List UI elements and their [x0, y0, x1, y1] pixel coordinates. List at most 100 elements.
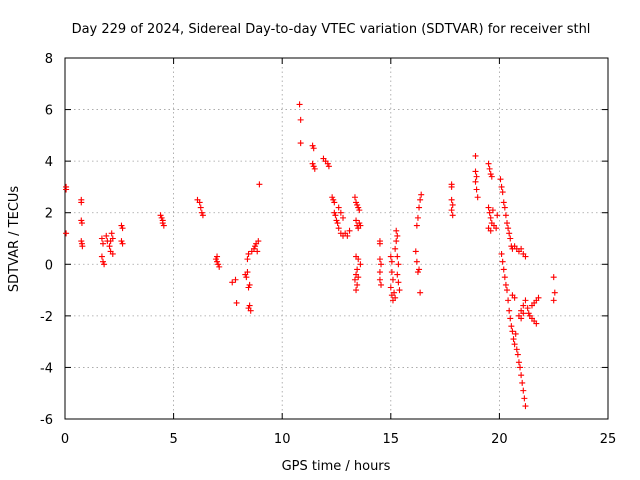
data-point [486, 209, 493, 216]
data-point [101, 261, 108, 268]
data-point [551, 289, 558, 296]
data-point [355, 256, 362, 263]
y-tick-label: 8 [45, 52, 53, 67]
y-tick-label: 4 [45, 155, 53, 170]
data-point [387, 253, 394, 260]
x-tick-label: 0 [61, 432, 69, 447]
data-point [550, 274, 557, 281]
data-point [250, 245, 257, 252]
data-point [502, 281, 509, 288]
data-point [388, 258, 395, 265]
data-point [414, 269, 421, 276]
data-point [100, 240, 107, 247]
data-point [501, 204, 508, 211]
data-point [245, 284, 252, 291]
data-point [214, 253, 221, 260]
data-point [513, 346, 520, 353]
data-point [388, 269, 395, 276]
data-point [522, 403, 529, 410]
data-point [244, 256, 251, 263]
y-tick-label: 2 [45, 207, 53, 222]
data-point [214, 258, 221, 265]
data-point [353, 287, 360, 294]
data-point [514, 351, 521, 358]
data-point [309, 142, 316, 149]
data-point [103, 232, 110, 239]
data-point [518, 315, 525, 322]
data-point [199, 212, 206, 219]
data-point [448, 196, 455, 203]
data-point [351, 276, 358, 283]
data-point [297, 116, 304, 123]
data-point [376, 276, 383, 283]
data-point [197, 204, 204, 211]
data-point [505, 297, 512, 304]
data-point [118, 222, 125, 229]
data-point [333, 217, 340, 224]
data-point [389, 276, 396, 283]
data-point [79, 243, 86, 250]
data-point [108, 230, 115, 237]
data-point [335, 204, 342, 211]
data-point [506, 307, 513, 314]
y-tick-labels: -6 -4 -2 0 2 4 6 8 [40, 52, 53, 428]
data-point [78, 220, 85, 227]
data-point [340, 214, 347, 221]
data-point [332, 212, 339, 219]
data-point [118, 238, 125, 245]
data-point [119, 240, 126, 247]
data-point [331, 209, 338, 216]
data-point [78, 217, 85, 224]
data-point [493, 225, 500, 232]
data-point [376, 256, 383, 263]
data-point [255, 238, 262, 245]
data-point [244, 269, 251, 276]
data-point [473, 186, 480, 193]
data-point [512, 330, 519, 337]
data-point [331, 199, 338, 206]
data-point [355, 204, 362, 211]
data-point [344, 232, 351, 239]
data-point [449, 212, 456, 219]
data-point [500, 199, 507, 206]
data-point [393, 238, 400, 245]
data-point [98, 235, 105, 242]
data-point [309, 160, 316, 167]
data-point [160, 222, 167, 229]
data-point [487, 227, 494, 234]
data-point [109, 250, 116, 257]
data-point [500, 266, 507, 273]
data-point [387, 284, 394, 291]
data-point [391, 289, 398, 296]
data-point [346, 227, 353, 234]
x-tick-label: 15 [383, 432, 400, 447]
data-point [356, 207, 363, 214]
grid-lines [65, 58, 608, 419]
data-point [310, 163, 317, 170]
data-point [396, 287, 403, 294]
plot-frame [64, 57, 609, 420]
y-tick-label: 0 [45, 258, 53, 273]
data-point [63, 186, 70, 193]
data-point [378, 261, 385, 268]
data-point [216, 263, 223, 270]
data-point [98, 253, 105, 260]
x-axis-label: GPS time / hours [282, 459, 391, 474]
data-point [353, 217, 360, 224]
data-point [474, 194, 481, 201]
x-tick-label: 10 [274, 432, 291, 447]
data-point [524, 305, 531, 312]
data-point [412, 248, 419, 255]
data-point [533, 320, 540, 327]
data-point [489, 207, 496, 214]
data-point [505, 225, 512, 232]
data-point [416, 266, 423, 273]
data-point [511, 341, 518, 348]
data-point [246, 281, 253, 288]
data-point [354, 266, 361, 273]
data-point [119, 225, 126, 232]
data-point [520, 302, 527, 309]
data-point [196, 199, 203, 206]
data-point [256, 181, 263, 188]
